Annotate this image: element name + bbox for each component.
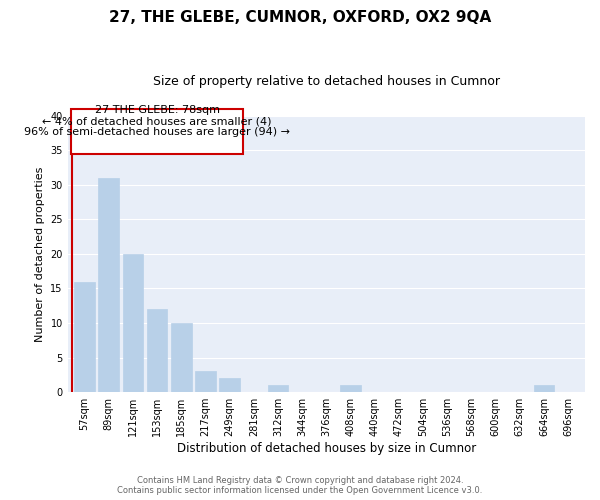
- Bar: [195, 372, 215, 392]
- X-axis label: Distribution of detached houses by size in Cumnor: Distribution of detached houses by size …: [176, 442, 476, 455]
- Y-axis label: Number of detached properties: Number of detached properties: [35, 166, 44, 342]
- Text: ← 4% of detached houses are smaller (4): ← 4% of detached houses are smaller (4): [43, 117, 272, 127]
- Title: Size of property relative to detached houses in Cumnor: Size of property relative to detached ho…: [153, 75, 500, 88]
- Bar: [533, 386, 554, 392]
- Text: 96% of semi-detached houses are larger (94) →: 96% of semi-detached houses are larger (…: [24, 128, 290, 138]
- Bar: [74, 282, 95, 392]
- Bar: [220, 378, 240, 392]
- Bar: [340, 386, 361, 392]
- Bar: [147, 309, 167, 392]
- Text: 27, THE GLEBE, CUMNOR, OXFORD, OX2 9QA: 27, THE GLEBE, CUMNOR, OXFORD, OX2 9QA: [109, 10, 491, 25]
- Text: Contains HM Land Registry data © Crown copyright and database right 2024.
Contai: Contains HM Land Registry data © Crown c…: [118, 476, 482, 495]
- FancyBboxPatch shape: [71, 108, 243, 154]
- Bar: [122, 254, 143, 392]
- Text: 27 THE GLEBE: 78sqm: 27 THE GLEBE: 78sqm: [95, 105, 220, 115]
- Bar: [171, 323, 191, 392]
- Bar: [98, 178, 119, 392]
- Bar: [268, 386, 288, 392]
